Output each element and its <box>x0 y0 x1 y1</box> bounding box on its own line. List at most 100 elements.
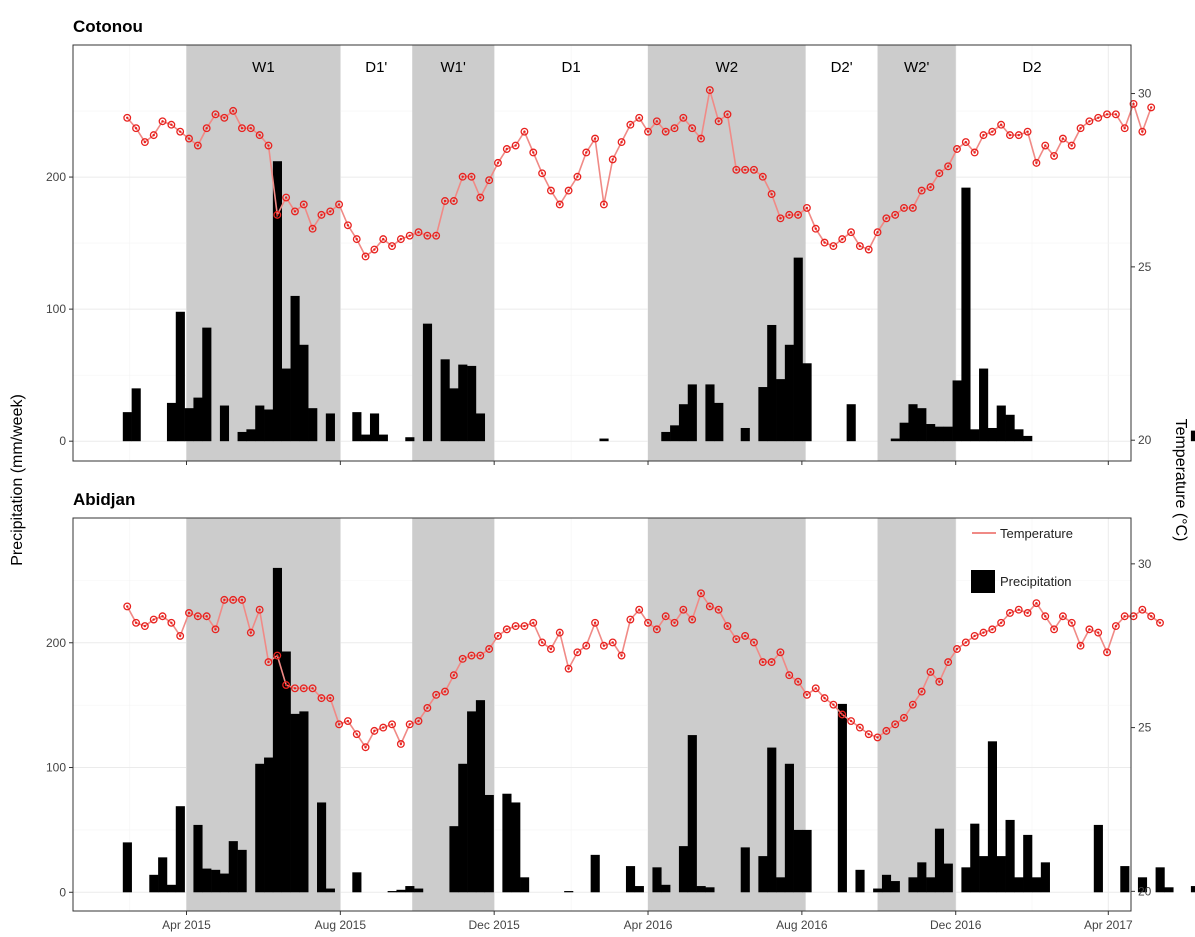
temperature-point-center <box>496 634 500 638</box>
temperature-point <box>908 700 917 709</box>
temperature-point <box>343 717 352 725</box>
temperature-point-center <box>126 116 129 120</box>
temperature-point <box>785 210 794 219</box>
temperature-point <box>529 618 538 627</box>
temperature-point <box>705 86 714 95</box>
precipitation-bar <box>961 867 971 893</box>
temperature-point-center <box>735 168 738 171</box>
precipitation-bar <box>1023 435 1033 442</box>
temperature-point <box>608 638 617 647</box>
temperature-point-center <box>284 683 288 687</box>
temperature-point <box>511 141 520 150</box>
temperature-point <box>467 172 476 181</box>
temperature-point <box>193 612 202 621</box>
precipitation-bar <box>246 429 256 442</box>
precipitation-bar <box>855 869 865 893</box>
season-label: D1 <box>562 59 581 76</box>
temperature-point-center <box>170 123 173 126</box>
precipitation-bar <box>961 187 971 442</box>
temperature-point-center <box>690 127 694 130</box>
temperature-point-center <box>240 127 244 130</box>
temperature-point-center <box>1132 102 1135 106</box>
temperature-point <box>1103 648 1111 657</box>
temperature-point-center <box>832 244 835 248</box>
temperature-point-center <box>946 165 950 168</box>
temperature-point <box>935 169 944 178</box>
temperature-point-center <box>902 206 906 210</box>
temperature-point <box>582 148 591 157</box>
season-shade <box>648 518 806 911</box>
temperature-point-center <box>832 703 835 706</box>
precipitation-bar <box>908 404 918 442</box>
temperature-point-center <box>893 723 897 726</box>
temperature-point <box>582 641 591 650</box>
temperature-point-center <box>655 120 659 123</box>
temperature-point <box>432 231 441 240</box>
temperature-point <box>847 228 856 237</box>
temperature-point-center <box>593 137 597 140</box>
temperature-point <box>758 172 767 181</box>
temperature-point-center <box>496 161 500 165</box>
precipitation-bar <box>175 806 185 893</box>
temperature-point <box>1085 625 1094 634</box>
temperature-point-center <box>461 175 464 178</box>
temperature-point <box>961 638 970 647</box>
temperature-point <box>335 720 344 729</box>
temperature-point <box>255 605 264 614</box>
temperature-point <box>917 687 926 696</box>
temperature-point <box>891 210 900 219</box>
temperature-point-center <box>1158 621 1162 624</box>
temperature-point <box>520 127 529 136</box>
temperature-point <box>670 618 679 627</box>
temperature-point <box>564 664 573 673</box>
x-tick-label: Apr 2016 <box>624 918 673 932</box>
precipitation-bar <box>184 408 194 442</box>
temperature-point <box>379 723 388 732</box>
precipitation-bar <box>837 703 847 893</box>
temperature-point <box>238 124 246 133</box>
temperature-point-center <box>955 647 959 651</box>
temperature-point <box>538 638 547 647</box>
temperature-point-center <box>505 628 508 631</box>
temperature-point <box>1129 612 1138 621</box>
temperature-point-center <box>1035 161 1038 165</box>
precipitation-bar <box>255 763 265 893</box>
temperature-point-center <box>558 631 561 634</box>
x-tick-label: Dec 2015 <box>468 918 520 932</box>
temperature-point <box>1014 605 1023 614</box>
legend-temperature-label: Temperature <box>1000 526 1073 541</box>
precipitation-bar <box>369 413 380 442</box>
precipitation-bar <box>970 823 980 893</box>
precipitation-bar <box>873 888 883 893</box>
panel-border <box>72 517 1132 912</box>
temperature-point <box>185 609 193 617</box>
temperature-point-center <box>770 192 773 196</box>
temperature-point <box>502 625 511 634</box>
temperature-point <box>458 172 467 181</box>
precipitation-bar <box>758 856 768 893</box>
temperature-point <box>229 595 238 604</box>
temperature-point-center <box>302 203 305 206</box>
temperature-point-center <box>770 660 773 664</box>
precipitation-bar <box>714 402 724 442</box>
temperature-point-center <box>805 693 809 697</box>
precipitation-bar <box>378 434 388 442</box>
temperature-point-center <box>752 168 756 171</box>
temperature-point-center <box>1149 615 1153 618</box>
temperature-point <box>979 131 988 140</box>
temperature-point <box>467 651 476 660</box>
temperature-point <box>423 704 432 712</box>
temperature-point-center <box>823 696 826 700</box>
temperature-point-center <box>214 113 217 116</box>
season-label: D2' <box>831 59 853 76</box>
precipitation-bar <box>502 793 512 893</box>
temperature-point <box>626 615 635 624</box>
precipitation-bar <box>361 434 371 442</box>
temperature-point-center <box>540 641 544 644</box>
x-tick-label: Apr 2015 <box>162 918 211 932</box>
temperature-point <box>882 726 891 735</box>
temperature-point <box>555 200 564 209</box>
temperature-point <box>1138 605 1147 614</box>
temperature-point-center <box>611 641 614 644</box>
temperature-point-center <box>1061 615 1065 618</box>
